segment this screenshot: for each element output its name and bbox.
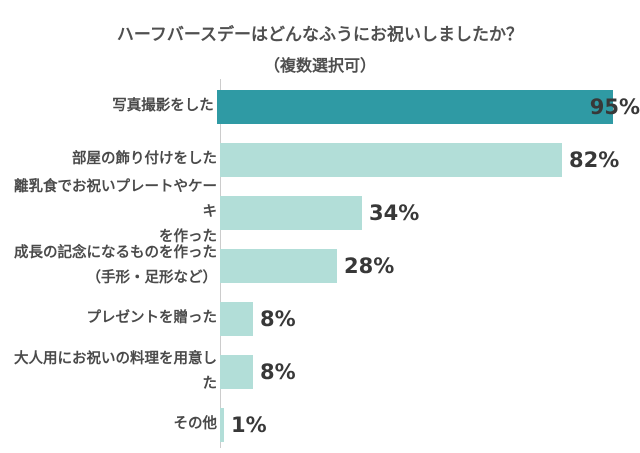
bar xyxy=(220,142,562,177)
bar-track: 34% xyxy=(220,186,640,239)
bar-track: 8% xyxy=(220,292,640,345)
bar-row: 部屋の飾り付けをした 82% xyxy=(0,133,640,186)
bar xyxy=(220,301,253,336)
chart-title: ハーフバースデーはどんなふうにお祝いしましたか？ xyxy=(116,25,524,45)
bar-track: 28% xyxy=(220,239,640,292)
bar xyxy=(220,407,224,442)
value-label: 8% xyxy=(260,359,296,384)
bar xyxy=(220,354,253,389)
bar-track: 95% xyxy=(216,80,640,133)
category-label: 成長の記念になるものを作った （手形・足形など） xyxy=(14,244,217,286)
bar-row: 写真撮影をした 95% xyxy=(0,80,640,133)
bar-row: プレゼントを贈った 8% xyxy=(0,292,640,345)
category-label: プレゼントを贈った xyxy=(86,310,218,326)
chart-subtitle: （複数選択可） xyxy=(263,56,376,75)
chart-header: ハーフバースデーはどんなふうにお祝いしましたか？ （複数選択可） xyxy=(0,24,640,77)
value-label: 1% xyxy=(231,412,267,437)
category-label: 離乳食でお祝いプレートやケーキ を作った xyxy=(14,179,217,245)
value-label: 95% xyxy=(589,94,640,119)
value-label: 82% xyxy=(569,147,620,172)
category-label: 大人用にお祝いの料理を用意した xyxy=(14,350,217,392)
bar-row: 離乳食でお祝いプレートやケーキ を作った 34% xyxy=(0,179,640,245)
value-label: 8% xyxy=(260,306,296,331)
category-label: 写真撮影をした xyxy=(112,98,214,114)
bar-row: 大人用にお祝いの料理を用意した 8% xyxy=(0,345,640,398)
bar-track: 1% xyxy=(220,398,640,451)
plot-area: 写真撮影をした 95% 部屋の飾り付けをした 82% 離乳食でお祝いプレートやケ… xyxy=(0,80,640,451)
category-label: その他 xyxy=(173,416,218,432)
bar xyxy=(216,89,613,124)
bar xyxy=(220,195,362,230)
bar-row: その他 1% xyxy=(0,398,640,451)
value-label: 34% xyxy=(369,200,420,225)
value-label: 28% xyxy=(344,253,395,278)
bar xyxy=(220,248,337,283)
category-label: 部屋の飾り付けをした xyxy=(72,151,217,167)
bar-track: 8% xyxy=(220,345,640,398)
bar-row: 成長の記念になるものを作った （手形・足形など） 28% xyxy=(0,239,640,292)
bar-track: 82% xyxy=(220,133,640,186)
